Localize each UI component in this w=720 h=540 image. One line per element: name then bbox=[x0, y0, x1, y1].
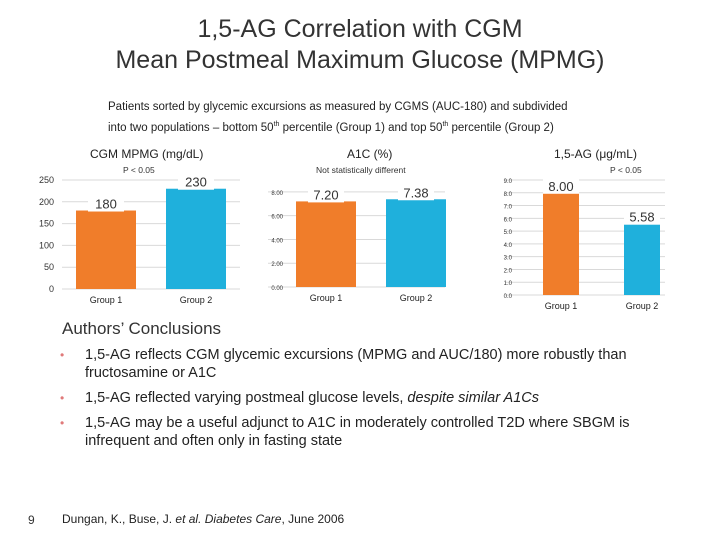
data-label: 230 bbox=[185, 175, 207, 190]
y-tick-label: 9.0 bbox=[504, 179, 513, 185]
subtitle-part-c: percentile (Group 2) bbox=[448, 121, 554, 134]
bullet-marker: • bbox=[60, 391, 65, 405]
slide-title: 1,5-AG Correlation with CGM Mean Postmea… bbox=[0, 14, 720, 76]
bar-group-2 bbox=[386, 199, 446, 287]
bullet-marker: • bbox=[60, 348, 65, 362]
chart-2-title: A1C (%) bbox=[347, 147, 393, 161]
y-tick-label: 3.0 bbox=[504, 256, 513, 262]
y-tick-label: 0.00 bbox=[271, 286, 283, 292]
citation-journal: et al. Diabetes Care bbox=[175, 512, 282, 526]
data-label-backing bbox=[308, 186, 344, 203]
chart-2: 0.00 2.00 4.00 6.00 8.00 7.20 Group 1 7.38 Group… bbox=[268, 184, 446, 303]
conclusion-text-3: 1,5-AG may be a useful adjunct to A1C in… bbox=[85, 415, 630, 449]
title-line-2: Mean Postmeal Maximum Glucose (MPMG) bbox=[115, 46, 605, 74]
y-tick-label: 6.0 bbox=[504, 217, 513, 223]
data-label: 180 bbox=[95, 197, 117, 212]
page-number: 9 bbox=[28, 513, 35, 527]
slide-subtitle: Patients sorted by glycemic excursions a… bbox=[108, 99, 668, 137]
y-tick-label: 0 bbox=[49, 284, 54, 294]
chart-2-note: Not statistically different bbox=[316, 165, 406, 175]
subtitle-part-a: into two populations – bottom 50 bbox=[108, 121, 274, 134]
y-tick-label: 200 bbox=[39, 197, 54, 207]
data-label: 7.20 bbox=[313, 187, 338, 202]
conclusion-text-2-plain: 1,5-AG reflected varying postmeal glucos… bbox=[85, 390, 408, 406]
chart-1-title: CGM MPMG (mg/dL) bbox=[90, 147, 204, 161]
y-tick-label: 50 bbox=[44, 262, 54, 272]
conclusion-text-2-italic: despite similar A1Cs bbox=[407, 390, 540, 406]
chart-3: 0.0 1.0 2.0 3.0 4.0 5.0 6.0 7.0 8.0 9.0 8.00 Group … bbox=[504, 177, 665, 311]
citation: Dungan, K., Buse, J. et al. Diabetes Car… bbox=[62, 512, 344, 526]
subtitle-line-2: into two populations – bottom 50th perce… bbox=[108, 116, 668, 137]
y-tick-label: 4.00 bbox=[271, 238, 283, 244]
y-tick-label: 7.0 bbox=[504, 205, 513, 211]
conclusion-item-2: • 1,5-AG reflected varying postmeal gluc… bbox=[60, 389, 680, 407]
x-category-label: Group 2 bbox=[180, 295, 213, 305]
bullet-marker: • bbox=[60, 416, 65, 430]
citation-authors: Dungan, K., Buse, J. bbox=[62, 512, 176, 526]
y-tick-label: 250 bbox=[39, 175, 54, 185]
conclusion-text-2: 1,5-AG reflected varying postmeal glucos… bbox=[85, 390, 539, 406]
data-label-backing bbox=[88, 195, 124, 212]
subtitle-part-b: percentile (Group 1) and top 50 bbox=[279, 121, 443, 134]
subtitle-sup-2: th bbox=[442, 121, 449, 128]
chart-3-title: 1,5-AG (μg/mL) bbox=[554, 147, 637, 161]
y-tick-label: 4.0 bbox=[504, 243, 513, 249]
y-tick-label: 150 bbox=[39, 219, 54, 229]
conclusion-text-1: 1,5-AG reflects CGM glycemic excursions … bbox=[85, 347, 627, 381]
y-tick-label: 0.0 bbox=[504, 294, 513, 300]
x-category-label: Group 2 bbox=[626, 301, 659, 311]
data-label: 5.58 bbox=[629, 210, 654, 225]
y-tick-label: 2.00 bbox=[271, 262, 283, 268]
bar-group-2 bbox=[166, 188, 226, 289]
conclusion-item-3: • 1,5-AG may be a useful adjunct to A1C … bbox=[60, 414, 680, 450]
data-label: 8.00 bbox=[548, 179, 573, 194]
bar-group-1 bbox=[76, 210, 136, 289]
chart-1: 0 50 100 150 200 250 180 Group 1 230 Group 2 bbox=[39, 173, 240, 305]
data-label: 7.38 bbox=[403, 185, 428, 200]
y-tick-label: 8.0 bbox=[504, 192, 513, 198]
title-line-1: 1,5-AG Correlation with CGM bbox=[197, 15, 523, 43]
chart-3-note: P < 0.05 bbox=[610, 165, 642, 175]
x-category-label: Group 1 bbox=[310, 293, 343, 303]
subtitle-line-1: Patients sorted by glycemic excursions a… bbox=[108, 101, 568, 113]
y-tick-label: 1.0 bbox=[504, 281, 513, 287]
bar-charts: 0 50 100 150 200 250 180 Group 1 230 Group 2 0.00 2… bbox=[39, 173, 665, 311]
x-category-label: Group 1 bbox=[90, 295, 123, 305]
conclusions-list: • 1,5-AG reflects CGM glycemic excursion… bbox=[60, 346, 680, 457]
chart-1-note: P < 0.05 bbox=[123, 165, 155, 175]
citation-date: , June 2006 bbox=[281, 512, 345, 526]
y-tick-label: 5.0 bbox=[504, 230, 513, 236]
y-tick-label: 2.0 bbox=[504, 268, 513, 274]
data-label-backing bbox=[624, 208, 660, 225]
conclusions-heading: Authors’ Conclusions bbox=[62, 319, 222, 338]
conclusion-item-1: • 1,5-AG reflects CGM glycemic excursion… bbox=[60, 346, 680, 382]
x-category-label: Group 1 bbox=[545, 301, 578, 311]
data-label-backing bbox=[398, 184, 434, 201]
bar-group-1 bbox=[296, 201, 356, 287]
data-label-backing bbox=[178, 173, 214, 190]
y-tick-label: 6.00 bbox=[271, 215, 283, 221]
x-category-label: Group 2 bbox=[400, 293, 433, 303]
y-tick-label: 100 bbox=[39, 240, 54, 250]
bar-group-2 bbox=[624, 223, 660, 295]
data-label-backing bbox=[543, 177, 579, 194]
bar-group-1 bbox=[543, 192, 579, 295]
subtitle-sup-1: th bbox=[273, 121, 280, 128]
y-tick-label: 8.00 bbox=[271, 191, 283, 197]
